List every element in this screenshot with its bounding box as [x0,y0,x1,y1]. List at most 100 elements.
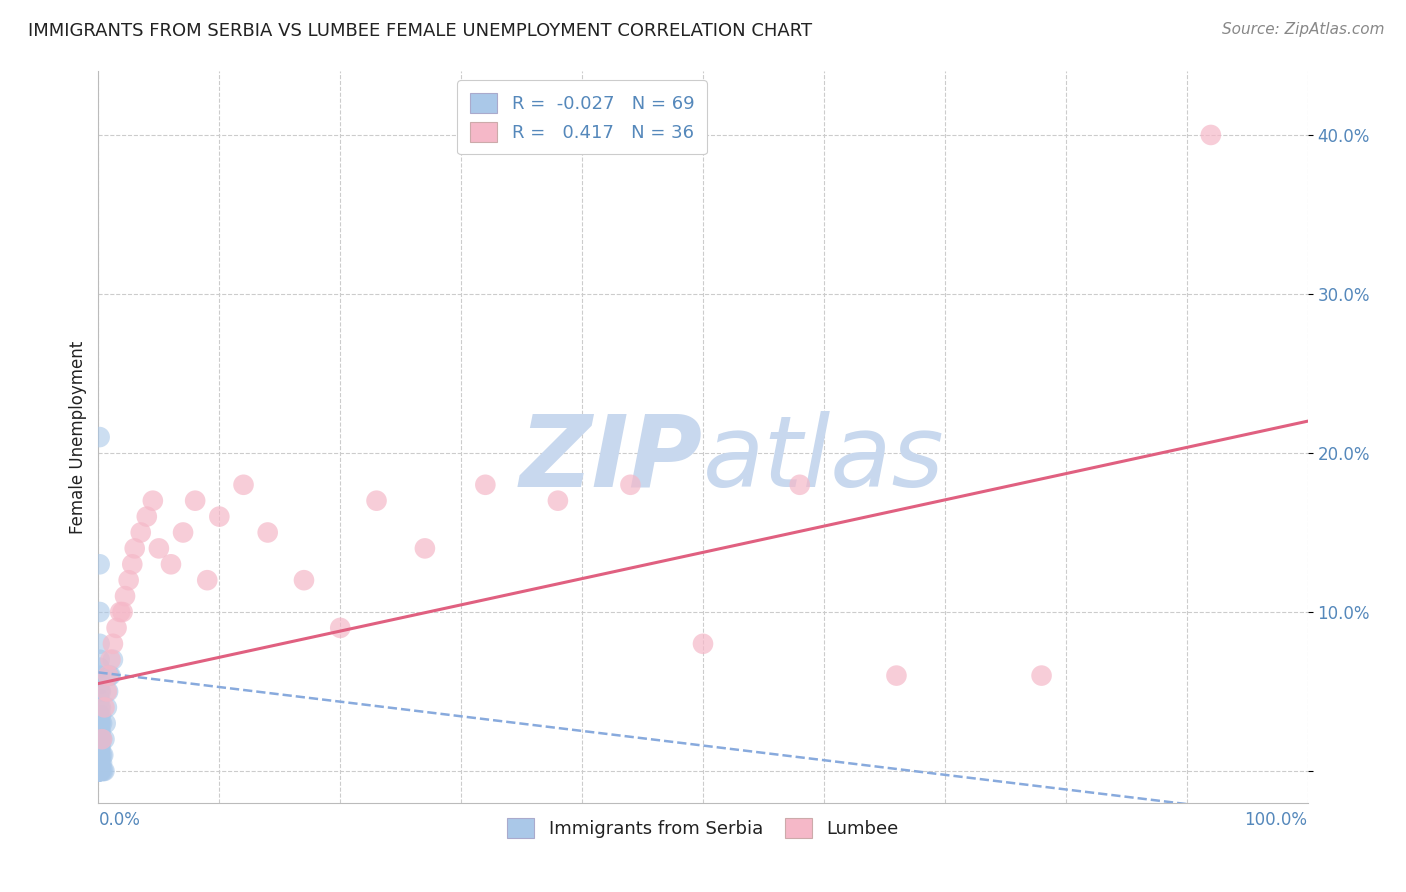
Text: IMMIGRANTS FROM SERBIA VS LUMBEE FEMALE UNEMPLOYMENT CORRELATION CHART: IMMIGRANTS FROM SERBIA VS LUMBEE FEMALE … [28,22,813,40]
Point [89,558,111,572]
Point [124,541,146,556]
Point [89,668,111,682]
Point [89,764,111,778]
Point [93,732,115,747]
Point [413,541,436,556]
Point [90,756,112,770]
Point [91,732,114,747]
Point [172,525,194,540]
Point [89,764,111,778]
Point [89,748,111,763]
Point [1031,668,1053,682]
Point [90,708,112,723]
Point [90,724,112,739]
Point [89,740,111,755]
Point [89,700,111,714]
Point [547,493,569,508]
Point [91,748,114,763]
Point [96,700,118,714]
Point [108,605,131,619]
Point [89,764,111,778]
Point [97,684,120,698]
Point [101,637,124,651]
Text: Source: ZipAtlas.com: Source: ZipAtlas.com [1222,22,1385,37]
Point [91,716,114,731]
Point [89,732,111,747]
Point [90,764,112,778]
Point [89,748,111,763]
Point [91,756,114,770]
Point [91,732,114,747]
Point [619,477,641,491]
Point [89,653,111,667]
Point [1199,128,1222,142]
Point [184,493,207,508]
Point [89,724,111,739]
Point [692,637,714,651]
Point [89,764,111,778]
Point [129,525,152,540]
Point [90,700,112,714]
Point [93,764,115,778]
Point [89,692,111,706]
Point [160,558,183,572]
Point [135,509,157,524]
Point [96,684,118,698]
Point [91,764,114,778]
Point [89,716,111,731]
Point [89,756,111,770]
Point [89,660,111,674]
Point [89,756,111,770]
Point [89,605,111,619]
Point [93,700,115,714]
Point [148,541,170,556]
Point [91,764,114,778]
Point [100,668,122,682]
Point [89,637,111,651]
Text: 0.0%: 0.0% [98,811,141,829]
Point [97,668,120,682]
Point [232,477,254,491]
Point [91,748,114,763]
Text: atlas: atlas [703,410,945,508]
Point [114,589,136,603]
Point [89,684,111,698]
Point [89,764,111,778]
Point [789,477,811,491]
Point [98,668,121,682]
Point [111,605,134,619]
Point [89,732,111,747]
Point [89,764,111,778]
Point [474,477,496,491]
Point [89,708,111,723]
Point [292,573,315,587]
Point [89,764,111,778]
Point [256,525,278,540]
Point [142,493,165,508]
Point [105,621,128,635]
Point [89,740,111,755]
Point [118,573,141,587]
Point [89,764,111,778]
Point [89,748,111,763]
Point [366,493,388,508]
Y-axis label: Female Unemployment: Female Unemployment [69,341,87,533]
Point [208,509,231,524]
Point [329,621,352,635]
Point [89,756,111,770]
Point [195,573,218,587]
Point [94,716,117,731]
Point [90,732,112,747]
Point [90,748,112,763]
Point [89,716,111,731]
Point [100,653,122,667]
Point [90,740,112,755]
Point [89,764,111,778]
Point [89,764,111,778]
Point [89,764,111,778]
Point [89,430,111,444]
Text: ZIP: ZIP [520,410,703,508]
Point [886,668,908,682]
Point [89,764,111,778]
Point [90,716,112,731]
